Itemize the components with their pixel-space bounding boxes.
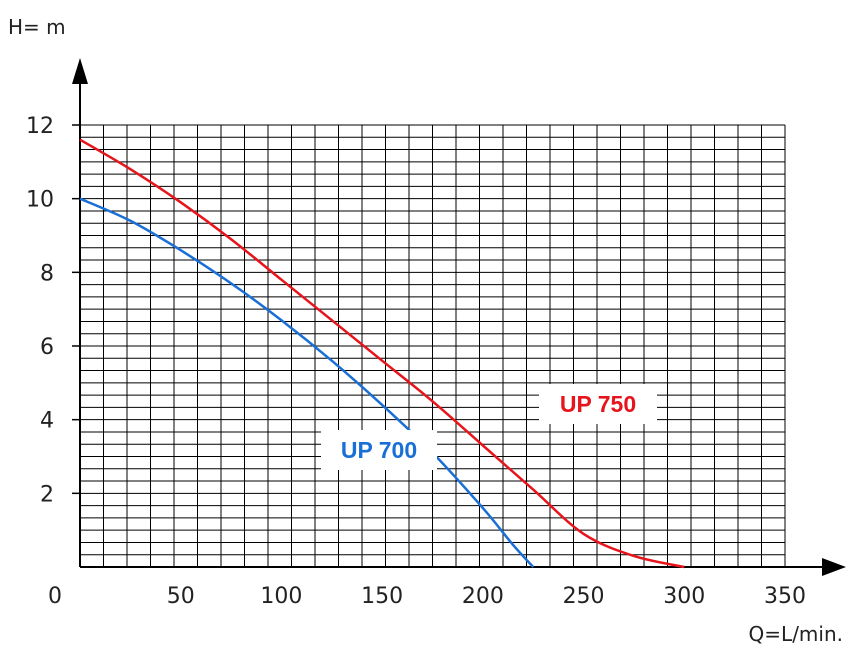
y-tick-label: 4 [40, 409, 54, 434]
x-axis-arrow-icon [822, 558, 846, 576]
series: UP 750 UP 700 [79, 138, 685, 569]
y-tick-label: 8 [40, 261, 54, 286]
series-label: UP 750 [560, 391, 636, 417]
y-tick-label: 10 [26, 188, 54, 213]
grid [80, 124, 786, 567]
series-label: UP 700 [341, 437, 417, 463]
y-axis-title: H= m [8, 15, 66, 39]
x-tick-label: 0 [48, 584, 62, 609]
axes [72, 58, 846, 576]
x-tick-label: 100 [260, 584, 302, 609]
y-tick-label: 12 [26, 114, 54, 139]
x-tick-label: 350 [764, 584, 806, 609]
x-axis-title: Q=L/min. [749, 622, 843, 646]
y-tick-label: 6 [40, 335, 54, 360]
series-label-background [321, 430, 437, 470]
x-tick-label: 150 [361, 584, 403, 609]
x-tick-label: 250 [563, 584, 605, 609]
x-tick-label: 300 [663, 584, 705, 609]
x-tick-label: 50 [167, 584, 195, 609]
y-tick-label: 2 [40, 482, 54, 507]
x-tick-label: 200 [462, 584, 504, 609]
series-line-1 [79, 197, 535, 568]
tick-labels: 2 4 6 8 10 12 0 50 100 150 200 250 300 350 [26, 114, 806, 609]
series-label-background [539, 384, 657, 424]
series-line-0 [79, 138, 685, 569]
y-axis-arrow-icon [72, 58, 88, 84]
